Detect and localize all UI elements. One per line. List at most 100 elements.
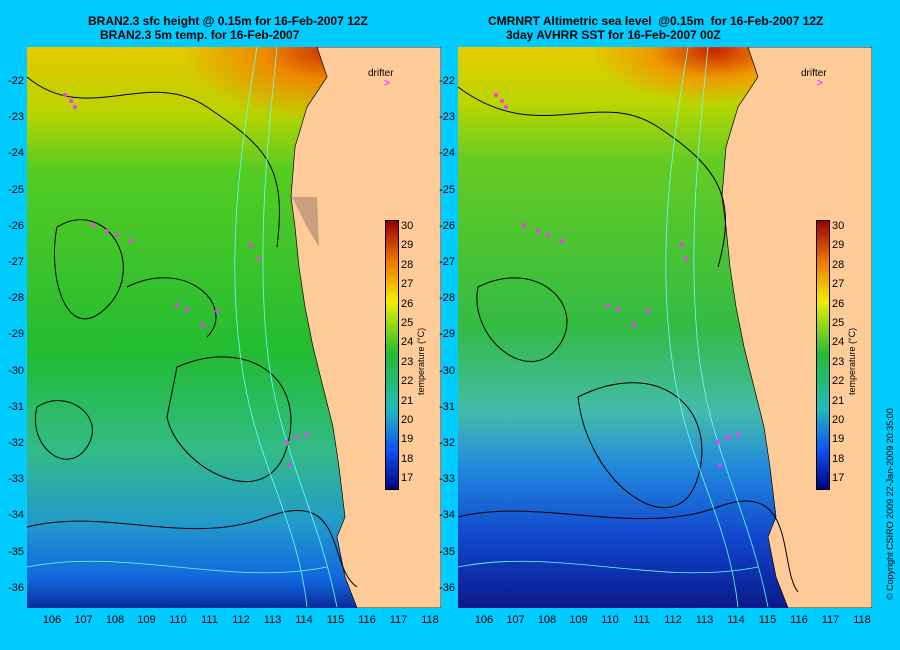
colorbar-tick-label: 30 (832, 220, 845, 232)
lon-tick-label: 107 (506, 614, 525, 626)
lon-tick-label: 117 (821, 614, 840, 626)
colorbar-tick-label: 23 (401, 355, 414, 368)
right-colorbar-unit: temperature (°C) (847, 327, 857, 395)
land-australia (721, 47, 872, 608)
left-colorbar-unit: temperature (°C) (416, 327, 426, 395)
lat-tick-label: -28 (439, 292, 455, 305)
colorbar-tick-label: 30 (401, 220, 414, 232)
lat-tick-label: -31 (8, 400, 24, 413)
lon-tick-label: 111 (201, 614, 218, 626)
lon-tick-label: 110 (169, 614, 187, 626)
colorbar-tick-label: 21 (401, 394, 414, 407)
colorbar-tick-label: 18 (832, 452, 845, 465)
lon-tick-label: 110 (601, 614, 619, 626)
colorbar-tick-label: 17 (401, 472, 414, 485)
lon-tick-label: 117 (389, 614, 408, 626)
right-title-line2: 3day AVHRR SST for 16-Feb-2007 00Z (506, 28, 721, 42)
colorbar-tick-label: 17 (832, 472, 845, 485)
lon-tick-label: 114 (727, 614, 745, 626)
lat-tick-label: -27 (439, 256, 455, 268)
lat-tick-label: -31 (439, 400, 455, 413)
colorbar-tick-label: 19 (401, 433, 414, 446)
lat-tick-label: -36 (8, 581, 24, 594)
lon-tick-label: 106 (474, 614, 494, 626)
lat-tick-label: -23 (439, 111, 455, 124)
lon-tick-label: 112 (664, 614, 682, 626)
right-drifter-label: drifter (801, 68, 827, 79)
colorbar-tick-label: 20 (401, 414, 414, 426)
lat-tick-label: -32 (8, 437, 24, 449)
lon-tick-label: 113 (263, 614, 282, 626)
colorbar-tick-label: 22 (832, 375, 845, 388)
colorbar (816, 220, 830, 490)
bathymetry-contours (458, 47, 769, 608)
left-drifter-label: drifter (368, 68, 394, 79)
colorbar-tick-label: 22 (401, 375, 414, 388)
sea-height-contours (27, 76, 358, 588)
left-title-line2: BRAN2.3 5m temp. for 16-Feb-2007 (100, 28, 300, 42)
lat-tick-label: -33 (8, 473, 24, 486)
colorbar-tick-label: 27 (832, 278, 845, 291)
lon-tick-label: 106 (42, 614, 62, 626)
lon-tick-label: 107 (74, 614, 93, 626)
lon-tick-label: 108 (105, 614, 125, 626)
colorbar-tick-label: 19 (832, 433, 845, 446)
lat-tick-label: -30 (8, 364, 24, 377)
bathymetry-contours (27, 47, 338, 608)
lon-tick-label: 118 (421, 614, 439, 626)
lat-tick-label: -29 (439, 328, 455, 341)
lat-tick-label: -35 (8, 545, 24, 558)
right-drifter-arrow-icon: > (817, 78, 823, 89)
land-australia (290, 47, 441, 608)
lon-tick-label: 115 (758, 614, 777, 626)
lat-tick-label: -27 (8, 256, 24, 268)
left-map-svg (27, 47, 441, 608)
colorbar-tick-label: 29 (401, 239, 414, 252)
lon-tick-label: 114 (295, 614, 313, 626)
colorbar-tick-label: 29 (832, 239, 845, 252)
lat-tick-label: -32 (439, 437, 455, 449)
left-title-line1: BRAN2.3 sfc height @ 0.15m for 16-Feb-20… (88, 14, 368, 28)
colorbar-tick-label: 24 (832, 336, 845, 349)
colorbar-tick-label: 25 (401, 317, 414, 329)
shark-bay-land (292, 197, 319, 247)
colorbar-tick-label: 18 (401, 452, 414, 465)
lat-tick-label: -25 (8, 183, 24, 196)
lon-tick-label: 118 (853, 614, 871, 626)
colorbar-tick-label: 26 (401, 297, 414, 310)
lat-tick-label: -26 (439, 219, 455, 232)
lon-tick-label: 109 (569, 614, 588, 626)
lon-tick-label: 111 (633, 614, 650, 626)
colorbar-tick-label: 21 (832, 394, 845, 407)
lon-tick-label: 109 (137, 614, 156, 626)
drifter-tracks (494, 93, 740, 467)
lon-tick-label: 115 (326, 614, 345, 626)
lat-tick-label: -34 (439, 509, 455, 522)
left-drifter-arrow-icon: > (384, 78, 390, 89)
drifter-tracks (63, 93, 309, 467)
colorbar-tick-label: 26 (832, 297, 845, 310)
lon-tick-label: 116 (358, 614, 376, 626)
lon-tick-label: 112 (232, 614, 250, 626)
left-map-panel (27, 47, 441, 608)
lon-tick-label: 116 (790, 614, 808, 626)
lat-tick-label: -28 (8, 292, 24, 305)
lat-tick-label: -26 (8, 219, 24, 232)
colorbar-tick-label: 27 (401, 278, 414, 291)
lat-tick-label: -36 (439, 581, 455, 594)
lat-tick-label: -35 (439, 545, 455, 558)
copyright-notice: © Copyright CSIRO 2009 22-Jan-2009 20:35… (885, 408, 895, 600)
lat-tick-label: -24 (439, 147, 455, 160)
right-title-line1: CMRNRT Altimetric sea level @0.15m for 1… (488, 14, 824, 28)
lat-tick-label: -33 (439, 473, 455, 486)
sea-level-contours (458, 86, 799, 593)
lat-tick-label: -29 (8, 328, 24, 341)
colorbar (385, 220, 399, 490)
lat-tick-label: -34 (8, 509, 24, 522)
lat-tick-label: -23 (8, 111, 24, 124)
lat-tick-label: -25 (439, 183, 455, 196)
lat-tick-label: -22 (439, 75, 455, 87)
colorbar-tick-label: 24 (401, 336, 414, 349)
lat-tick-label: -22 (8, 75, 24, 87)
right-map-panel (458, 47, 872, 608)
